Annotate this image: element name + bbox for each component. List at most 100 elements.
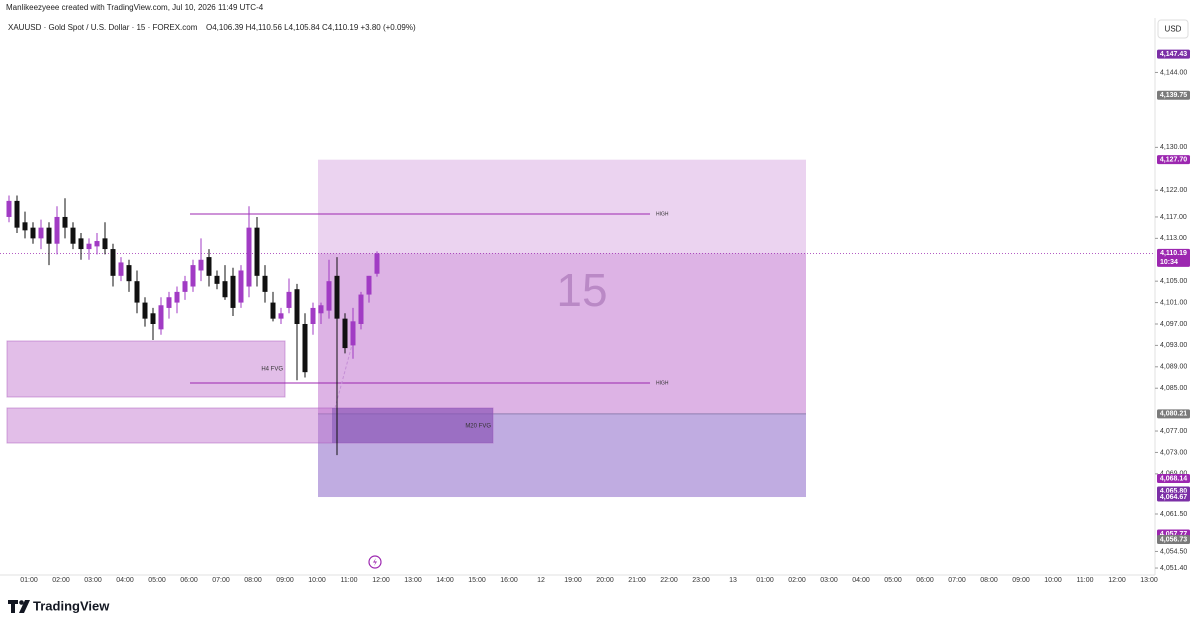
m20-fvg-box (6, 407, 494, 444)
watermark: 15 (556, 264, 607, 316)
candle-body (14, 200, 20, 228)
candle-body (190, 265, 196, 287)
price-badge (1157, 535, 1190, 545)
candle-body (22, 222, 28, 231)
candle-body (158, 305, 164, 330)
high-label: HIGH (656, 380, 669, 386)
candle-body (270, 302, 276, 319)
currency-label: USD (1165, 25, 1182, 34)
logo-v (19, 600, 30, 613)
price-badge-label: 4,147.43 (1160, 51, 1187, 58)
event-icon[interactable] (368, 555, 382, 569)
y-tick-label: 4,077.00 (1160, 428, 1187, 435)
candle-body (102, 238, 108, 250)
x-tick-label: 13 (729, 577, 737, 584)
candle-body (350, 321, 356, 346)
candle-body (70, 227, 76, 244)
price-badge (1157, 409, 1190, 419)
candle-body (262, 275, 268, 292)
price-badge (1157, 248, 1190, 267)
x-tick-label: 20:00 (596, 577, 614, 584)
candle-body (174, 291, 180, 303)
x-tick-label: 13:00 (1140, 577, 1158, 584)
x-tick-label: 15:00 (468, 577, 486, 584)
y-tick-label: 4,061.50 (1160, 511, 1187, 518)
currency-button[interactable] (1157, 19, 1189, 39)
x-tick-label: 14:00 (436, 577, 454, 584)
drawings: 15 H4 FVG M20 FVG HIGH HIGH (0, 159, 1155, 498)
y-tick-label: 4,051.40 (1160, 565, 1187, 572)
symbol-title: XAUUSD · Gold Spot / U.S. Dollar · 15 · … (8, 23, 198, 32)
candle-body (238, 270, 244, 303)
lower-zone (318, 413, 806, 498)
x-tick-label: 09:00 (276, 577, 294, 584)
brand: TradingView (33, 598, 110, 613)
x-tick-label: 04:00 (852, 577, 870, 584)
candle-body (78, 238, 84, 250)
candle-body (278, 313, 284, 319)
candle-body (110, 249, 116, 276)
candle-body (62, 216, 68, 228)
candle-body (358, 294, 364, 324)
candle-body (318, 305, 324, 314)
x-tick-label: 23:00 (692, 577, 710, 584)
price-badge-label: 4,110.19 (1160, 250, 1187, 257)
price-badge (1157, 492, 1190, 502)
candle-body (310, 307, 316, 324)
candle-body (286, 291, 292, 308)
logo: TradingView (8, 598, 110, 613)
y-tick-label: 4,089.00 (1160, 364, 1187, 371)
candle-body (166, 297, 172, 308)
candle-body (150, 313, 156, 324)
candle-body (246, 227, 252, 287)
x-tick-label: 01:00 (756, 577, 774, 584)
y-tick-label: 4,144.00 (1160, 69, 1187, 76)
h4-fvg-label: H4 FVG (261, 367, 283, 373)
price-badge-label: 4,064.67 (1160, 494, 1187, 501)
x-tick-label: 06:00 (916, 577, 934, 584)
price-badge-label: 4,068.14 (1160, 475, 1187, 482)
candle-body (198, 259, 204, 271)
logo-t (8, 600, 18, 613)
x-tick-label: 11:00 (341, 577, 358, 584)
x-tick-label: 07:00 (212, 577, 230, 584)
x-tick-label: 09:00 (1012, 577, 1030, 584)
candle-body (94, 241, 100, 247)
x-tick-label: 13:00 (404, 577, 422, 584)
candle-body (6, 200, 12, 217)
credit: Manlikeezyeee created with TradingView.c… (6, 3, 264, 12)
y-tick-label: 4,105.00 (1160, 278, 1187, 285)
candle-body (38, 227, 44, 239)
price-badge-label: 4,127.70 (1160, 157, 1187, 164)
x-tick-label: 01:00 (20, 577, 38, 584)
candle-body (54, 216, 60, 244)
axes: 4,144.00 4,130.00 4,122.00 4,117.00 4,113.00… (20, 49, 1190, 584)
y-tick-label: 4,097.00 (1160, 321, 1187, 328)
candle-body (30, 227, 36, 239)
high-label: HIGH (656, 211, 669, 217)
candle-body (46, 227, 52, 244)
candle-body (334, 275, 340, 319)
candle-body (206, 257, 212, 276)
middle-zone (318, 253, 806, 414)
x-tick-label: 05:00 (884, 577, 902, 584)
y-tick-label: 4,117.00 (1160, 214, 1187, 221)
y-tick-label: 4,113.00 (1160, 235, 1187, 242)
x-tick-label: 07:00 (948, 577, 966, 584)
candles (6, 195, 380, 456)
candle-body (126, 265, 132, 282)
price-badge-label: 4,080.21 (1160, 411, 1187, 418)
x-tick-label: 11:00 (1077, 577, 1094, 584)
m20-fvg-label: M20 FVG (465, 424, 491, 430)
x-tick-label: 12:00 (372, 577, 390, 584)
candle-body (294, 289, 300, 324)
price-badge (1157, 473, 1190, 483)
x-tick-label: 06:00 (180, 577, 198, 584)
candle-body (230, 275, 236, 308)
candle-body (366, 275, 372, 295)
y-tick-label: 4,122.00 (1160, 187, 1187, 194)
y-tick-label: 4,054.50 (1160, 548, 1187, 555)
x-tick-label: 05:00 (148, 577, 166, 584)
y-tick-label: 4,085.00 (1160, 385, 1187, 392)
